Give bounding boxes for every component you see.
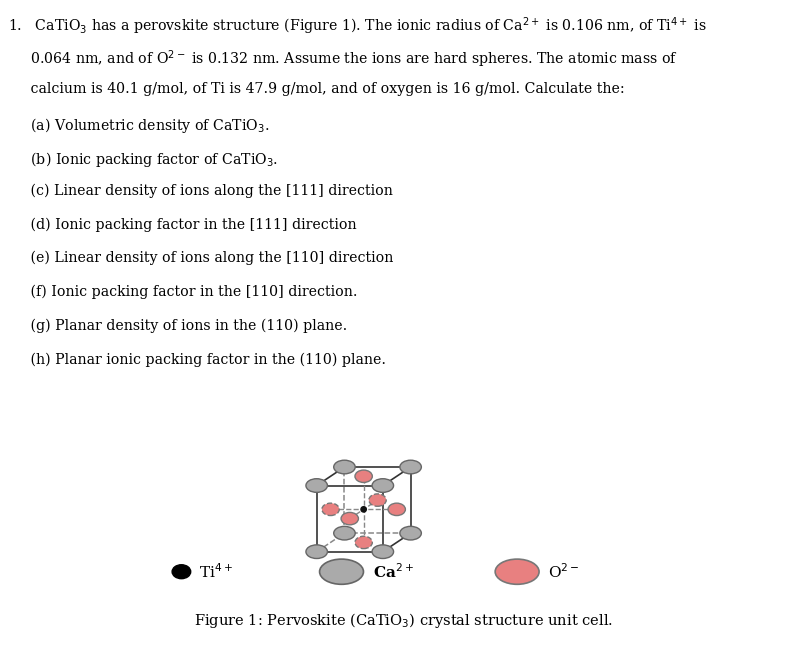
Ellipse shape bbox=[388, 503, 405, 516]
Text: calcium is 40.1 g/mol, of Ti is 47.9 g/mol, and of oxygen is 16 g/mol. Calculate: calcium is 40.1 g/mol, of Ti is 47.9 g/m… bbox=[8, 83, 625, 96]
Ellipse shape bbox=[361, 506, 366, 512]
Ellipse shape bbox=[399, 526, 421, 540]
Text: (f) Ionic packing factor in the [110] direction.: (f) Ionic packing factor in the [110] di… bbox=[8, 285, 358, 299]
Text: (e) Linear density of ions along the [110] direction: (e) Linear density of ions along the [11… bbox=[8, 251, 394, 266]
Ellipse shape bbox=[320, 559, 363, 584]
Ellipse shape bbox=[334, 526, 355, 540]
Ellipse shape bbox=[372, 545, 394, 559]
Ellipse shape bbox=[341, 512, 358, 525]
Ellipse shape bbox=[306, 545, 328, 559]
Text: (a) Volumetric density of CaTiO$_3$.: (a) Volumetric density of CaTiO$_3$. bbox=[8, 116, 270, 135]
Text: Figure 1: Pervoskite (CaTiO$_3$) crystal structure unit cell.: Figure 1: Pervoskite (CaTiO$_3$) crystal… bbox=[194, 610, 613, 630]
Text: Ti$^{4+}$: Ti$^{4+}$ bbox=[199, 563, 233, 581]
Ellipse shape bbox=[369, 494, 387, 506]
Text: (g) Planar density of ions in the (110) plane.: (g) Planar density of ions in the (110) … bbox=[8, 318, 347, 333]
Text: (c) Linear density of ions along the [111] direction: (c) Linear density of ions along the [11… bbox=[8, 183, 393, 198]
Text: (b) Ionic packing factor of CaTiO$_3$.: (b) Ionic packing factor of CaTiO$_3$. bbox=[8, 150, 278, 169]
Ellipse shape bbox=[355, 470, 372, 483]
Circle shape bbox=[172, 565, 190, 579]
Ellipse shape bbox=[495, 559, 539, 584]
Ellipse shape bbox=[334, 460, 355, 474]
Ellipse shape bbox=[399, 460, 421, 474]
Ellipse shape bbox=[372, 479, 394, 492]
Ellipse shape bbox=[355, 536, 372, 548]
Ellipse shape bbox=[322, 503, 339, 516]
Text: 0.064 nm, and of O$^{2-}$ is 0.132 nm. Assume the ions are hard spheres. The ato: 0.064 nm, and of O$^{2-}$ is 0.132 nm. A… bbox=[8, 48, 678, 70]
Text: (h) Planar ionic packing factor in the (110) plane.: (h) Planar ionic packing factor in the (… bbox=[8, 352, 386, 366]
Text: O$^{2-}$: O$^{2-}$ bbox=[548, 563, 579, 581]
Ellipse shape bbox=[306, 479, 328, 492]
Text: 1.   CaTiO$_3$ has a perovskite structure (Figure 1). The ionic radius of Ca$^{2: 1. CaTiO$_3$ has a perovskite structure … bbox=[8, 15, 707, 37]
Text: Ca$^{2+}$: Ca$^{2+}$ bbox=[373, 563, 413, 581]
Text: (d) Ionic packing factor in the [111] direction: (d) Ionic packing factor in the [111] di… bbox=[8, 217, 357, 232]
